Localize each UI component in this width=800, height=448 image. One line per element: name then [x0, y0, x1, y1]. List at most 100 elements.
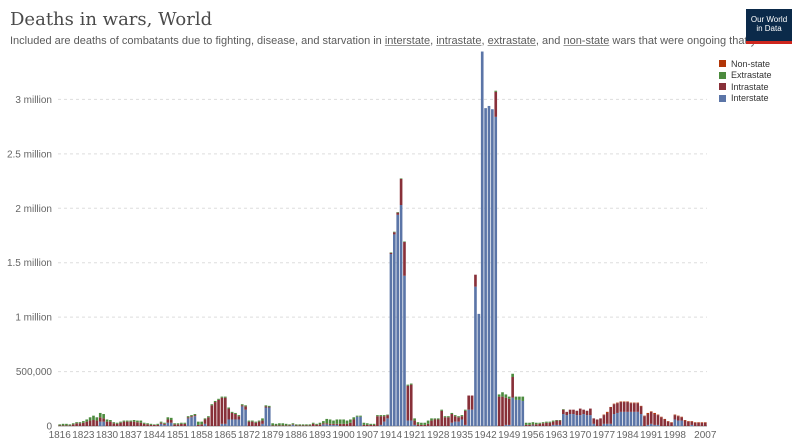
bar-extrastate-1951[interactable]: [514, 396, 518, 400]
bar-intrastate-1987[interactable]: [636, 403, 640, 412]
bar-extrastate-1826[interactable]: [92, 415, 95, 421]
bar-extrastate-1883[interactable]: [284, 423, 288, 426]
bar-intrastate-1902[interactable]: [349, 422, 352, 426]
bar-extrastate-1875[interactable]: [257, 420, 261, 422]
bar-intrastate-1851[interactable]: [176, 424, 180, 426]
bar-intrastate-1949[interactable]: [507, 398, 511, 425]
bar-extrastate-1936[interactable]: [464, 409, 467, 411]
bar-intrastate-1911[interactable]: [379, 416, 383, 425]
bar-non-state-1999[interactable]: [676, 415, 680, 417]
bar-extrastate-1928[interactable]: [436, 418, 440, 420]
bar-extrastate-1834[interactable]: [119, 421, 122, 423]
bar-extrastate-1830[interactable]: [105, 419, 109, 422]
bar-intrastate-1896[interactable]: [328, 423, 332, 425]
bar-extrastate-1878[interactable]: [267, 405, 271, 407]
bar-intrastate-1842[interactable]: [146, 424, 149, 426]
bar-interstate-1921[interactable]: [413, 424, 416, 426]
bar-intrastate-1914[interactable]: [389, 252, 393, 255]
bar-interstate-1979[interactable]: [609, 423, 612, 426]
bar-extrastate-1905[interactable]: [359, 415, 362, 417]
bar-non-state-2004[interactable]: [693, 422, 697, 423]
bar-intrastate-1831[interactable]: [109, 421, 112, 426]
bar-intrastate-1823[interactable]: [82, 422, 85, 426]
bar-extrastate-1838[interactable]: [132, 420, 136, 422]
bar-intrastate-1846[interactable]: [159, 422, 163, 424]
bar-interstate-1829[interactable]: [102, 421, 105, 426]
bar-intrastate-1863[interactable]: [217, 399, 220, 426]
bar-extrastate-1816[interactable]: [58, 424, 62, 426]
bar-intrastate-1965[interactable]: [562, 409, 565, 415]
bar-extrastate-1882[interactable]: [281, 423, 285, 426]
bar-non-state-1982[interactable]: [619, 401, 623, 403]
bar-interstate-1854[interactable]: [186, 418, 190, 426]
bar-intrastate-1858[interactable]: [200, 424, 203, 426]
bar-interstate-1937[interactable]: [467, 409, 471, 426]
bar-extrastate-1907[interactable]: [365, 423, 369, 425]
bar-intrastate-1912[interactable]: [382, 416, 386, 422]
bar-non-state-1995[interactable]: [663, 418, 667, 420]
bar-interstate-1866[interactable]: [227, 419, 231, 426]
bar-intrastate-1874[interactable]: [254, 422, 258, 426]
bar-non-state-2000[interactable]: [680, 416, 683, 418]
bar-non-state-1990[interactable]: [646, 412, 650, 415]
bar-interstate-1992[interactable]: [653, 424, 656, 426]
bar-extrastate-1935[interactable]: [460, 415, 464, 417]
bar-intrastate-2006[interactable]: [700, 422, 704, 426]
bar-extrastate-1847[interactable]: [163, 422, 166, 424]
bar-intrastate-1908[interactable]: [369, 424, 372, 426]
bar-extrastate-1843[interactable]: [149, 423, 153, 425]
bar-intrastate-1819[interactable]: [68, 425, 72, 426]
bar-intrastate-1828[interactable]: [98, 417, 102, 422]
bar-intrastate-1884[interactable]: [288, 425, 291, 426]
bar-extrastate-1897[interactable]: [332, 420, 335, 424]
bar-intrastate-1985[interactable]: [629, 403, 633, 412]
bar-intrastate-1840[interactable]: [139, 422, 143, 426]
bar-intrastate-2007[interactable]: [703, 422, 707, 426]
bar-extrastate-1899[interactable]: [338, 419, 342, 424]
bar-intrastate-2004[interactable]: [693, 422, 697, 426]
bar-extrastate-1866[interactable]: [227, 407, 231, 409]
bar-extrastate-1894[interactable]: [322, 421, 325, 424]
bar-intrastate-1913[interactable]: [386, 415, 389, 419]
bar-intrastate-1929[interactable]: [440, 410, 443, 426]
bar-non-state-1977[interactable]: [602, 414, 606, 416]
bar-intrastate-1850[interactable]: [173, 424, 176, 426]
bar-intrastate-1869[interactable]: [237, 416, 241, 420]
bar-interstate-1945[interactable]: [494, 116, 498, 426]
bar-interstate-1933[interactable]: [453, 421, 457, 426]
bar-extrastate-1852[interactable]: [180, 422, 183, 424]
bar-extrastate-1823[interactable]: [82, 421, 85, 423]
bar-interstate-1943[interactable]: [487, 105, 491, 427]
bar-intrastate-1832[interactable]: [112, 423, 116, 426]
bar-intrastate-2001[interactable]: [683, 420, 687, 426]
bar-extrastate-1825[interactable]: [88, 417, 92, 421]
bar-interstate-1978[interactable]: [605, 423, 609, 426]
bar-intrastate-1838[interactable]: [132, 421, 136, 426]
bar-intrastate-1934[interactable]: [457, 417, 460, 422]
bar-intrastate-1834[interactable]: [119, 422, 122, 426]
bar-extrastate-1856[interactable]: [193, 414, 197, 416]
bar-non-state-1992[interactable]: [653, 412, 656, 415]
bar-extrastate-1833[interactable]: [115, 422, 119, 424]
bar-extrastate-1915[interactable]: [393, 231, 396, 233]
bar-interstate-1864[interactable]: [220, 423, 224, 426]
bar-intrastate-1915[interactable]: [393, 232, 396, 235]
bar-extrastate-1839[interactable]: [136, 420, 139, 423]
bar-extrastate-1921[interactable]: [413, 418, 416, 421]
bar-intrastate-1966[interactable]: [565, 411, 569, 416]
bar-interstate-1971[interactable]: [582, 414, 585, 426]
bar-non-state-1994[interactable]: [660, 416, 663, 418]
bar-extrastate-1911[interactable]: [379, 415, 383, 417]
bar-extrastate-1959[interactable]: [541, 422, 545, 424]
bar-intrastate-1968[interactable]: [572, 409, 575, 415]
bar-intrastate-1864[interactable]: [220, 397, 224, 424]
bar-interstate-1917[interactable]: [399, 205, 403, 426]
bar-intrastate-2005[interactable]: [697, 422, 700, 426]
bar-interstate-1870[interactable]: [240, 406, 244, 426]
bar-intrastate-1975[interactable]: [595, 419, 599, 426]
bar-intrastate-1841[interactable]: [142, 423, 146, 426]
bar-intrastate-1889[interactable]: [305, 425, 308, 426]
bar-intrastate-1854[interactable]: [186, 417, 190, 419]
bar-extrastate-1934[interactable]: [457, 416, 460, 418]
bar-intrastate-1837[interactable]: [129, 421, 132, 426]
